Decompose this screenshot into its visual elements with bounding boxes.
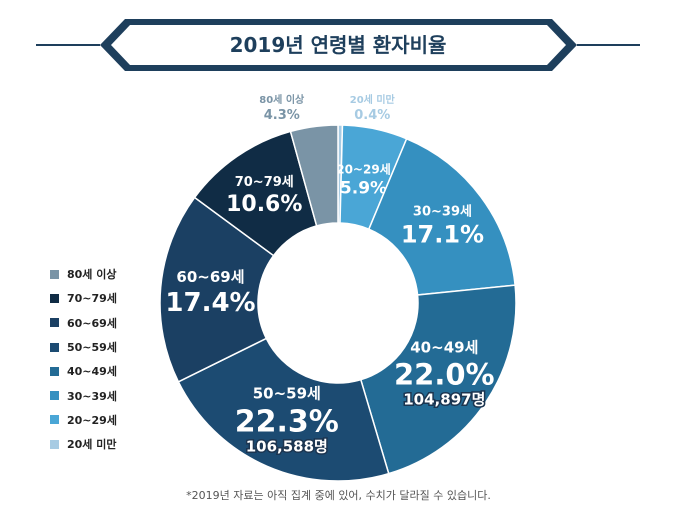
slice-label: 60~69세 (176, 268, 244, 286)
legend-item: 20세 미만 (50, 432, 117, 456)
slice-label: 30~39세 (413, 205, 472, 220)
slice-label: 70~79세 (235, 175, 294, 190)
slice-value: 17.4% (165, 288, 255, 318)
legend-item: 40~49세 (50, 359, 117, 383)
slice-count: 106,588명 (246, 437, 328, 455)
slice-count: 104,897명 (403, 390, 485, 408)
legend-swatch (50, 342, 59, 352)
slice-value: 17.1% (401, 221, 484, 249)
legend-label: 80세 이상 (67, 268, 117, 282)
legend: 80세 이상 70~79세 60~69세 50~59세 40~49세 30~39… (50, 262, 117, 456)
slice-value: 0.4% (354, 108, 390, 123)
legend-swatch (50, 366, 59, 376)
slice-label: 80세 이상 (259, 93, 305, 106)
legend-swatch (50, 391, 59, 401)
legend-label: 50~59세 (67, 341, 117, 355)
legend-swatch (50, 269, 59, 279)
legend-label: 60~69세 (67, 316, 117, 330)
slice-label: 40~49세 (410, 338, 478, 356)
donut-slice (289, 124, 339, 227)
slice-value: 22.0% (394, 357, 495, 391)
legend-item: 80세 이상 (50, 262, 117, 286)
legend-label: 20세 미만 (67, 438, 117, 452)
legend-label: 30~39세 (67, 389, 117, 403)
legend-item: 20~29세 (50, 408, 117, 432)
donut-slice (367, 137, 516, 296)
donut-slice (159, 196, 275, 383)
slice-label: 20세 미만 (350, 93, 396, 106)
donut-slice (177, 337, 390, 482)
legend-swatch (50, 439, 59, 449)
slice-value: 4.3% (264, 108, 300, 123)
title-banner: 2019년 연령별 환자비율 (36, 19, 640, 71)
banner-frame-inner (111, 25, 566, 65)
legend-swatch (50, 293, 59, 303)
legend-item: 70~79세 (50, 286, 117, 310)
slice-label: 50~59세 (253, 384, 321, 402)
legend-swatch (50, 415, 59, 425)
legend-label: 40~49세 (67, 365, 117, 379)
chart-title: 2019년 연령별 환자비율 (230, 33, 447, 57)
legend-label: 20~29세 (67, 413, 117, 427)
donut-slice (359, 284, 517, 475)
legend-item: 30~39세 (50, 383, 117, 407)
legend-item: 60~69세 (50, 311, 117, 335)
footnote: *2019년 자료는 아직 집계 중에 있어, 수치가 달라질 수 있습니다. (186, 489, 491, 502)
slice-value: 22.3% (235, 404, 339, 439)
slice-value: 5.9% (340, 179, 387, 199)
slice-value: 10.6% (226, 192, 302, 217)
legend-label: 70~79세 (67, 292, 117, 306)
slice-label: 20~29세 (336, 162, 391, 177)
legend-item: 50~59세 (50, 335, 117, 359)
legend-swatch (50, 318, 59, 328)
